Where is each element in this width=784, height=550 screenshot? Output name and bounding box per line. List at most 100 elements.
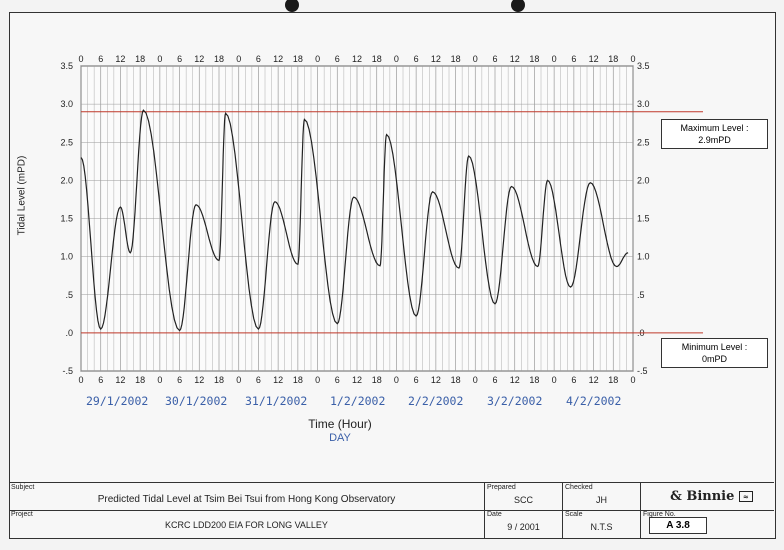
prepared-cell: Prepared SCC: [485, 483, 563, 510]
y-tick-label-right: .5: [637, 290, 645, 300]
day-label: 3/2/2002: [487, 394, 543, 408]
x-tick-label-bottom: 6: [177, 375, 182, 385]
x-tick-label-bottom: 0: [315, 375, 320, 385]
min-level-label: Minimum Level :: [681, 342, 748, 352]
scale-label: Scale: [565, 511, 583, 518]
x-tick-label-top: 0: [630, 54, 635, 64]
x-tick-label-bottom: 6: [414, 375, 419, 385]
y-tick-label: 3.0: [60, 99, 73, 109]
x-tick-label-bottom: 18: [529, 375, 539, 385]
x-tick-label-bottom: 12: [115, 375, 125, 385]
x-tick-label-top: 0: [157, 54, 162, 64]
ampersand-icon: &: [670, 489, 682, 504]
x-tick-label-top: 12: [589, 54, 599, 64]
binder-hole: [285, 0, 299, 12]
y-tick-label-right: 1.5: [637, 214, 650, 224]
x-tick-label-top: 6: [571, 54, 576, 64]
prepared-label: Prepared: [487, 484, 516, 491]
figure-cell: Figure No. A 3.8: [641, 510, 774, 538]
subject-cell: Subject Predicted Tidal Level at Tsim Be…: [9, 483, 485, 510]
y-tick-label: .5: [65, 290, 73, 300]
checked-cell: Checked JH: [563, 483, 641, 510]
min-level-value: 0mPD: [701, 354, 727, 364]
x-tick-label-top: 6: [98, 54, 103, 64]
x-tick-label-bottom: 12: [431, 375, 441, 385]
checked-label: Checked: [565, 484, 593, 491]
x-axis-subtitle: DAY: [329, 432, 351, 444]
x-tick-label-bottom: 18: [372, 375, 382, 385]
x-tick-label-bottom: 6: [492, 375, 497, 385]
x-tick-label-bottom: 18: [214, 375, 224, 385]
x-tick-label-bottom: 18: [451, 375, 461, 385]
y-tick-label: -.5: [62, 366, 73, 376]
x-tick-label-top: 12: [352, 54, 362, 64]
logo-text: Binnie: [686, 489, 735, 504]
x-tick-label-top: 12: [194, 54, 204, 64]
x-tick-label-top: 6: [492, 54, 497, 64]
company-logo: & Binnie ≈: [649, 485, 774, 509]
x-tick-label-top: 0: [236, 54, 241, 64]
y-tick-label-right: 2.0: [637, 175, 650, 185]
x-tick-label-top: 12: [431, 54, 441, 64]
x-tick-label-top: 0: [78, 54, 83, 64]
x-tick-label-top: 12: [273, 54, 283, 64]
x-tick-label-bottom: 6: [335, 375, 340, 385]
day-label: 4/2/2002: [566, 394, 622, 408]
x-tick-label-top: 18: [293, 54, 303, 64]
tide-level-curve: [80, 109, 629, 332]
max-level-value: 2.9mPD: [698, 135, 731, 145]
x-tick-label-bottom: 0: [552, 375, 557, 385]
date-label: Date: [487, 511, 502, 518]
subject-text: Predicted Tidal Level at Tsim Bei Tsui f…: [97, 494, 396, 505]
y-tick-label-right: 3.5: [637, 61, 650, 71]
x-tick-label-top: 0: [394, 54, 399, 64]
y-tick-label-right: -.5: [637, 366, 648, 376]
x-tick-label-top: 6: [177, 54, 182, 64]
day-label: 29/1/2002: [86, 394, 149, 408]
project-cell: Project KCRC LDD200 EIA FOR LONG VALLEY: [9, 510, 485, 538]
x-tick-label-top: 0: [315, 54, 320, 64]
day-label: 2/2/2002: [408, 394, 464, 408]
x-tick-label-bottom: 12: [352, 375, 362, 385]
y-tick-label: 1.5: [60, 214, 73, 224]
x-tick-label-top: 12: [510, 54, 520, 64]
x-tick-label-bottom: 0: [473, 375, 478, 385]
x-tick-label-bottom: 6: [98, 375, 103, 385]
scale-text: N.T.S: [590, 522, 613, 532]
x-tick-label-top: 6: [414, 54, 419, 64]
day-label: 1/2/2002: [330, 394, 386, 408]
day-label: 30/1/2002: [165, 394, 228, 408]
x-tick-label-bottom: 18: [608, 375, 618, 385]
title-block-divider: [9, 510, 774, 511]
figure-number: A 3.8: [649, 517, 707, 534]
x-tick-label-top: 0: [473, 54, 478, 64]
figure-label: Figure No.: [643, 511, 676, 518]
title-block: Subject Predicted Tidal Level at Tsim Be…: [9, 482, 774, 538]
x-tick-label-bottom: 18: [135, 375, 145, 385]
y-tick-label: 2.0: [60, 175, 73, 185]
x-tick-label-bottom: 12: [273, 375, 283, 385]
x-tick-label-bottom: 12: [510, 375, 520, 385]
y-tick-label-right: 2.5: [637, 137, 650, 147]
x-tick-label-top: 6: [256, 54, 261, 64]
logo-mark-icon: ≈: [738, 491, 753, 502]
project-label: Project: [11, 511, 33, 518]
x-tick-label-bottom: 6: [256, 375, 261, 385]
x-tick-label-bottom: 0: [394, 375, 399, 385]
x-tick-label-bottom: 0: [157, 375, 162, 385]
x-tick-label-bottom: 12: [589, 375, 599, 385]
x-tick-label-top: 18: [135, 54, 145, 64]
x-tick-label-top: 6: [335, 54, 340, 64]
x-tick-label-top: 18: [372, 54, 382, 64]
y-tick-label-right: 3.0: [637, 99, 650, 109]
x-tick-label-top: 18: [529, 54, 539, 64]
x-tick-label-top: 18: [451, 54, 461, 64]
binder-hole: [511, 0, 525, 12]
x-tick-label-top: 0: [552, 54, 557, 64]
subject-label: Subject: [11, 484, 35, 491]
prepared-text: SCC: [513, 495, 533, 505]
x-tick-label-bottom: 0: [236, 375, 241, 385]
y-tick-label: 1.0: [60, 252, 73, 262]
x-tick-label-bottom: 12: [194, 375, 204, 385]
y-tick-label: 3.5: [60, 61, 73, 71]
